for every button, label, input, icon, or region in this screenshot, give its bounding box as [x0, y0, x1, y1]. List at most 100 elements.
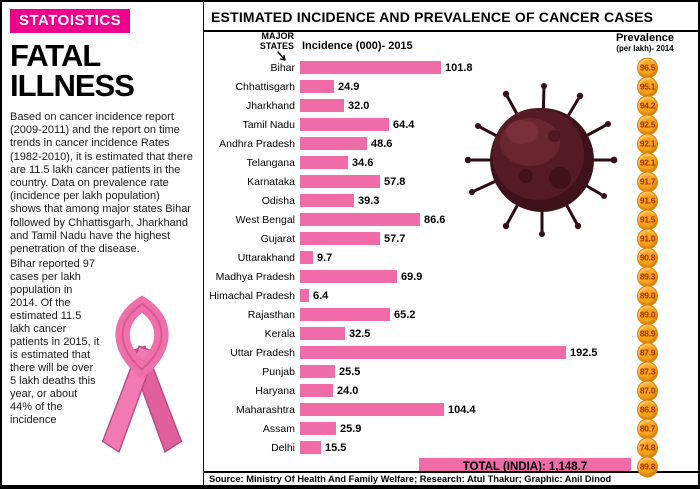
state-label: Telangana	[246, 156, 295, 169]
brand-badge: STATOISTICS	[10, 9, 131, 33]
prevalence-badge: 90.8	[637, 247, 658, 268]
chart-row: Madhya Pradesh 69.9 89.3	[206, 266, 698, 287]
chart-row: Bihar 101.8 96.5	[206, 57, 698, 78]
incidence-value: 25.9	[340, 422, 362, 435]
incidence-bar	[300, 156, 348, 169]
incidence-bar	[300, 232, 380, 245]
state-label: Andhra Pradesh	[219, 137, 295, 150]
incidence-bar	[300, 384, 333, 397]
state-label: Maharashtra	[236, 403, 295, 416]
incidence-bar	[300, 213, 420, 226]
incidence-value: 69.9	[401, 270, 423, 283]
chart-row: Uttar Pradesh 192.5 87.9	[206, 342, 698, 363]
bar-zone: 65.2	[300, 305, 698, 324]
page-title: FATAL ILLNESS	[10, 40, 195, 103]
page-title-line2: ILLNESS	[10, 68, 135, 103]
incidence-value: 86.6	[424, 213, 446, 226]
state-label: Uttar Pradesh	[230, 346, 295, 359]
chart-row: Assam 25.9 80.7	[206, 418, 698, 439]
prevalence-badge: 88.9	[637, 323, 658, 344]
prevalence-badge: 87.9	[637, 342, 658, 363]
incidence-bar	[300, 99, 344, 112]
state-label: Chhattisgarh	[235, 80, 295, 93]
bar-zone: 24.0	[300, 381, 698, 400]
chart-row: Delhi 15.5 74.8	[206, 437, 698, 458]
state-label: Punjab	[262, 365, 295, 378]
prevalence-badge: 92.1	[637, 133, 658, 154]
chart-row: Andhra Pradesh 48.6 92.1	[206, 133, 698, 154]
state-label: Himachal Pradesh	[209, 289, 295, 302]
state-label: Bihar	[270, 61, 295, 74]
incidence-value: 25.5	[339, 365, 361, 378]
incidence-value: 6.4	[313, 289, 329, 302]
prevalence-header-line2: (per lakh)- 2014	[616, 44, 674, 53]
state-label: Odisha	[261, 194, 295, 207]
chart-row: Punjab 25.5 87.3	[206, 361, 698, 382]
state-label: Rajasthan	[247, 308, 295, 321]
incidence-bar	[300, 441, 321, 454]
incidence-bar	[300, 137, 367, 150]
incidence-bar	[300, 270, 397, 283]
chart-row: Telangana 34.6 92.1	[206, 152, 698, 173]
bar-zone: 25.5	[300, 362, 698, 381]
prevalence-badge: 80.7	[637, 418, 658, 439]
incidence-value: 57.7	[384, 232, 406, 245]
incidence-bar	[300, 365, 335, 378]
incidence-bar	[300, 194, 354, 207]
chart-title: ESTIMATED INCIDENCE AND PREVALENCE OF CA…	[204, 2, 698, 32]
bar-zone: 32.0	[300, 96, 698, 115]
states-header-line2: STATES	[259, 40, 294, 51]
prevalence-badge: 92.1	[637, 152, 658, 173]
states-header-line1: MAJOR	[261, 31, 294, 41]
total-india-label: TOTAL (INDIA): 1,148.7	[419, 458, 631, 475]
state-label: West Bengal	[235, 213, 295, 226]
prevalence-badge: 87.0	[637, 380, 658, 401]
bar-zone: 34.6	[300, 153, 698, 172]
incidence-value: 57.8	[384, 175, 406, 188]
total-row: TOTAL (INDIA): 1,148.7 89.8	[204, 456, 698, 477]
bar-zone: 57.7	[300, 229, 698, 248]
prevalence-badge: 86.8	[637, 399, 658, 420]
incidence-value: 32.0	[348, 99, 370, 112]
prevalence-badge: 95.1	[637, 76, 658, 97]
bar-zone: 104.4	[300, 400, 698, 419]
bar-zone: 6.4	[300, 286, 698, 305]
incidence-column-header: Incidence (000)- 2015	[302, 40, 413, 52]
incidence-bar	[300, 175, 380, 188]
bar-zone: 9.7	[300, 248, 698, 267]
chart-row: West Bengal 86.6 91.5	[206, 209, 698, 230]
bar-zone: 39.3	[300, 191, 698, 210]
prevalence-badge: 87.3	[637, 361, 658, 382]
chart-panel: ESTIMATED INCIDENCE AND PREVALENCE OF CA…	[204, 2, 698, 485]
bar-zone: 86.6	[300, 210, 698, 229]
incidence-bar	[300, 403, 444, 416]
state-label: Karnataka	[247, 175, 295, 188]
state-label: Assam	[262, 422, 295, 435]
incidence-value: 24.9	[338, 80, 360, 93]
incidence-bar	[300, 308, 390, 321]
incidence-bar	[300, 80, 334, 93]
prevalence-badge: 74.8	[637, 437, 658, 458]
bar-zone: 64.4	[300, 115, 698, 134]
prevalence-badge: 92.5	[637, 114, 658, 135]
state-label: Gujarat	[260, 232, 295, 245]
incidence-value: 24.0	[337, 384, 359, 397]
state-label: Delhi	[271, 441, 295, 454]
prevalence-badge: 91.6	[637, 190, 658, 211]
bar-zone: 48.6	[300, 134, 698, 153]
bar-zone: 192.5	[300, 343, 698, 362]
incidence-bar	[300, 118, 389, 131]
bar-zone: 57.8	[300, 172, 698, 191]
prevalence-column-header: Prevalence (per lakh)- 2014	[602, 33, 688, 54]
incidence-value: 101.8	[445, 61, 473, 74]
bar-zone: 101.8	[300, 58, 698, 77]
left-panel: STATOISTICS FATAL ILLNESS Based on cance…	[2, 2, 204, 485]
chart-row: Maharashtra 104.4 86.8	[206, 399, 698, 420]
prevalence-badge: 89.3	[637, 266, 658, 287]
total-prevalence-badge: 89.8	[637, 456, 658, 477]
chart-row: Odisha 39.3 91.6	[206, 190, 698, 211]
chart-row: Haryana 24.0 87.0	[206, 380, 698, 401]
intro-paragraph: Based on cancer incidence report (2009-2…	[10, 111, 193, 256]
state-label: Haryana	[255, 384, 295, 397]
state-label: Kerala	[264, 327, 295, 340]
